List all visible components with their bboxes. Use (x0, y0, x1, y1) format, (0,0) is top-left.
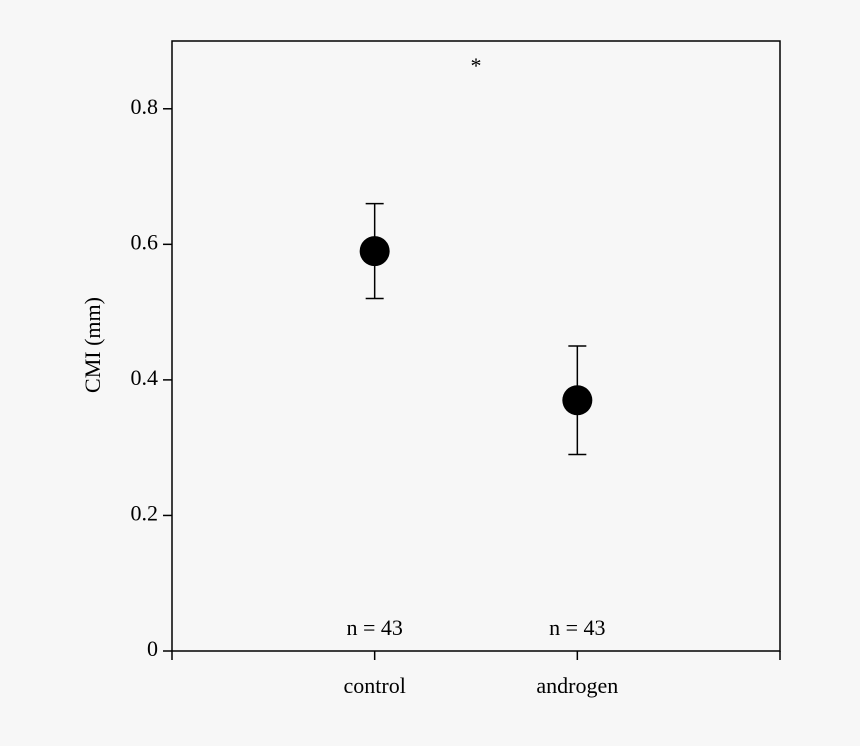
y-tick-label: 0.2 (131, 500, 159, 525)
y-tick-label: 0.6 (131, 229, 159, 254)
point (359, 236, 390, 267)
significance-marker: * (471, 53, 482, 78)
y-tick-label: 0 (147, 636, 158, 661)
sample-size: n = 43 (346, 615, 402, 640)
x-tick-label: androgen (536, 673, 618, 698)
y-tick-label: 0.4 (131, 365, 159, 390)
y-axis-label: CMI (mm) (80, 297, 105, 393)
point (562, 385, 593, 416)
sample-size: n = 43 (549, 615, 605, 640)
y-tick-label: 0.8 (131, 94, 159, 119)
x-tick-label: control (344, 673, 406, 698)
plot-frame (171, 40, 781, 652)
